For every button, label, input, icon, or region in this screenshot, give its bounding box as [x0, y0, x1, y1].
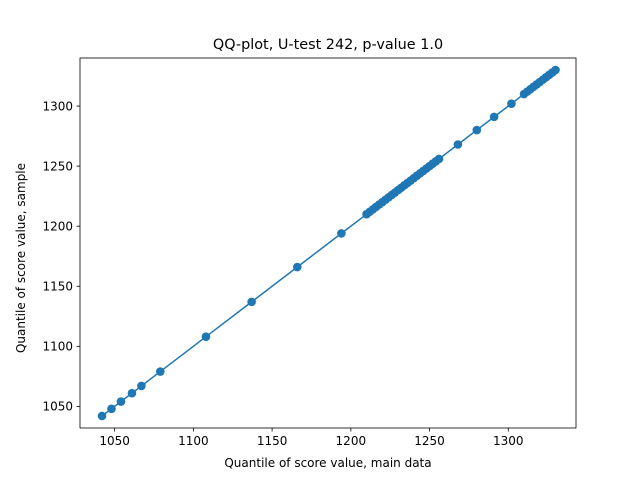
data-point: [434, 154, 444, 164]
data-point: [337, 229, 346, 238]
x-tick-label: 1300: [493, 434, 524, 448]
data-point: [472, 125, 482, 135]
y-tick-label: 1200: [42, 219, 73, 233]
y-axis-label: Quantile of score value, sample: [14, 163, 28, 353]
data-point: [453, 140, 463, 149]
x-axis: 1050 1100 1150 1200 1250 1300: [99, 428, 524, 448]
data-point: [507, 99, 516, 108]
y-axis: 1050 1100 1150 1200 1250 1300: [42, 99, 80, 414]
data-point: [107, 404, 116, 414]
data-point: [127, 388, 137, 398]
y-tick-label: 1250: [42, 159, 73, 173]
data-point: [116, 397, 126, 406]
x-tick-label: 1150: [257, 434, 288, 448]
plot-frame: [79, 57, 577, 429]
data-point: [551, 65, 560, 75]
data-point: [97, 411, 107, 421]
y-tick-label: 1050: [42, 400, 73, 414]
x-tick-label: 1050: [99, 434, 130, 448]
y-tick-label: 1100: [42, 340, 73, 354]
data-point: [201, 332, 211, 342]
plot-area: [97, 65, 560, 421]
data-point: [292, 262, 302, 272]
data-point: [156, 367, 165, 376]
chart-title: QQ-plot, U-test 242, p-value 1.0: [213, 37, 443, 53]
data-point: [247, 297, 256, 307]
x-tick-label: 1250: [414, 434, 445, 448]
x-tick-label: 1200: [336, 434, 367, 448]
y-tick-label: 1300: [42, 99, 73, 113]
y-tick-label: 1150: [42, 280, 73, 294]
data-point: [137, 381, 146, 391]
data-point: [489, 112, 499, 122]
x-tick-label: 1100: [178, 434, 209, 448]
x-axis-label: Quantile of score value, main data: [224, 456, 431, 470]
